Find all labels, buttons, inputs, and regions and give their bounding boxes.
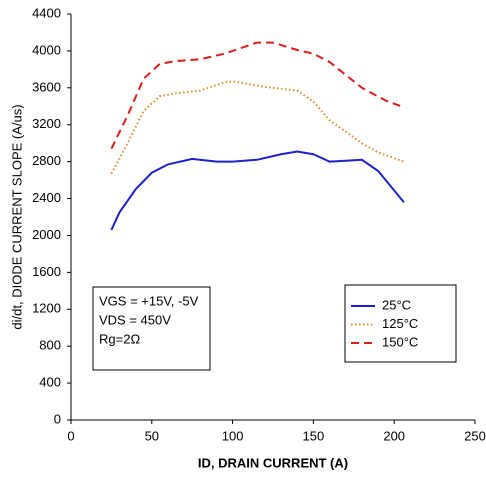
annotation-box [92, 286, 211, 371]
legend-label: 25°C [382, 297, 411, 312]
y-tick-label: 400 [39, 375, 61, 390]
series-line [110, 80, 405, 175]
annotation: VGS = +15V, -5V [99, 293, 199, 308]
y-axis-label: di/dt, DIODE CURRENT SLOPE (A/us) [9, 104, 24, 329]
y-tick-label: 2000 [32, 227, 61, 242]
x-tick-label: 150 [303, 428, 325, 443]
series-line [110, 150, 405, 231]
x-tick-label: 200 [383, 428, 405, 443]
y-tick-label: 1600 [32, 264, 61, 279]
series-line [110, 41, 405, 150]
legend-label: 125°C [382, 316, 418, 331]
x-tick-label: 0 [67, 428, 74, 443]
x-axis-label: ID, DRAIN CURRENT (A) [198, 455, 348, 470]
x-tick-label: 100 [222, 428, 244, 443]
x-tick-label: 50 [145, 428, 159, 443]
y-tick-label: 4000 [32, 42, 61, 57]
y-tick-label: 4400 [32, 5, 61, 20]
y-tick-label: 1200 [32, 301, 61, 316]
annotation: VDS = 450V [99, 312, 171, 327]
y-tick-label: 2800 [32, 153, 61, 168]
y-tick-label: 0 [54, 411, 61, 426]
x-tick-label: 250 [464, 428, 486, 443]
y-tick-label: 800 [39, 338, 61, 353]
legend-label: 150°C [382, 334, 418, 349]
y-tick-label: 3600 [32, 79, 61, 94]
annotation: Rg=2Ω [99, 331, 140, 346]
y-tick-label: 2400 [32, 190, 61, 205]
y-tick-label: 3200 [32, 116, 61, 131]
